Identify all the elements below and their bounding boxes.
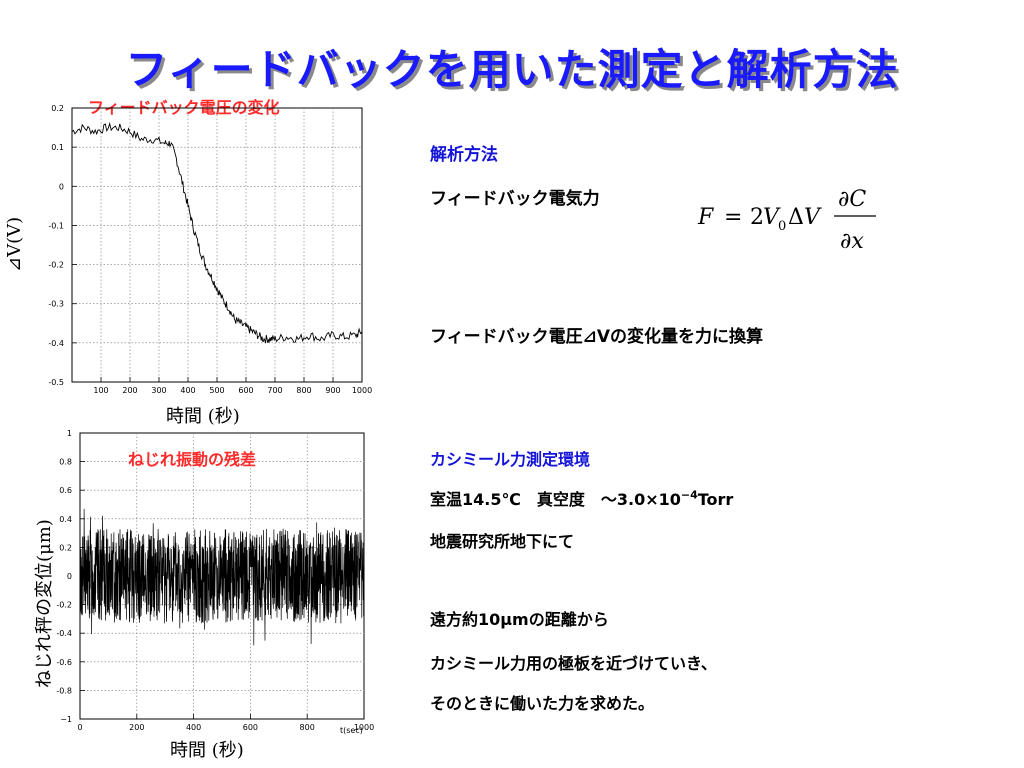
formula-V: V xyxy=(763,205,781,230)
method-line2: カシミール力用の極板を近づけていき、 xyxy=(430,654,717,673)
env-line2: 地震研究所地下にて xyxy=(430,532,575,551)
chart2-ytick-label: 0.6 xyxy=(59,486,72,495)
chart2-ytick-label: 0.4 xyxy=(59,515,72,524)
chart2-ytick-label: 0.8 xyxy=(59,458,72,467)
feedback-force-label: フィードバック電気力 xyxy=(430,189,600,209)
chart2-ytick-label: 1 xyxy=(67,429,72,438)
chart1-ytick-label: -0.5 xyxy=(48,378,64,387)
env-line1-sup: −4 xyxy=(680,488,698,502)
chart2-title: ねじれ振動の残差 xyxy=(128,450,257,469)
chart1-ytick-label: 0 xyxy=(59,182,64,191)
chart1-ylabel: ⊿V(V) xyxy=(4,216,25,272)
chart1-ytick-label: -0.1 xyxy=(48,221,64,230)
chart1-xtick-label: 100 xyxy=(93,386,108,395)
formula-sub0: 0 xyxy=(778,219,786,234)
formula-eq: = xyxy=(724,205,742,230)
slide-title: フィードバックを用いた測定と解析方法 xyxy=(125,45,899,94)
method-line3: そのときに働いた力を求めた。 xyxy=(430,694,655,713)
chart2-ytick-label: -0.8 xyxy=(56,686,72,695)
formula-F: F xyxy=(697,205,714,230)
formula-delta: Δ xyxy=(788,205,804,230)
formula-coef: 2 xyxy=(750,205,764,230)
formula-dC: ∂C xyxy=(838,187,866,212)
analysis-heading: 解析方法 xyxy=(430,145,498,165)
chart2-ytick-label: -0.4 xyxy=(56,629,72,638)
chart2-ytick-label: 0.2 xyxy=(59,543,72,552)
formula-V2: V xyxy=(804,205,822,230)
chart1-xtick-label: 200 xyxy=(122,386,137,395)
chart1-ytick-label: -0.4 xyxy=(48,339,64,348)
chart2-series-line xyxy=(79,508,365,646)
chart1-xtick-label: 700 xyxy=(267,386,282,395)
env-heading: カシミール力測定環境 xyxy=(430,450,591,469)
chart2-xtick-label: 0 xyxy=(77,723,82,732)
method-line1: 遠方約10μmの距離から xyxy=(430,610,609,629)
chart1-xlabel: 時間 (秒) xyxy=(166,406,240,427)
chart2-ytick-label: −1 xyxy=(60,715,72,724)
chart1-xtick-label: 600 xyxy=(238,386,253,395)
chart2-ytick-label: -0.6 xyxy=(56,658,72,667)
chart1-series-line xyxy=(71,121,363,344)
formula-dx: ∂x xyxy=(840,229,864,254)
env-line1-prefix: 室温14.5℃ 真空度 ～3.0×10 xyxy=(430,490,681,509)
chart1-xtick-label: 300 xyxy=(151,386,166,395)
chart1-ytick-label: -0.2 xyxy=(48,261,64,270)
chart2-x-unit: t(sec) xyxy=(340,726,363,735)
chart1-xtick-label: 800 xyxy=(296,386,311,395)
chart2-xtick-label: 600 xyxy=(243,723,258,732)
chart1-ytick-label: 0.1 xyxy=(51,143,64,152)
chart1-xtick-label: 400 xyxy=(180,386,195,395)
feedback-force-formula: F = 2 V 0 Δ V ∂C ∂x xyxy=(697,187,876,254)
chart2-xtick-label: 200 xyxy=(129,723,144,732)
env-line1-suffix: Torr xyxy=(697,490,734,509)
env-line1: 室温14.5℃ 真空度 ～3.0×10−4Torr xyxy=(430,486,733,510)
chart2-ytick-label: 0 xyxy=(67,572,72,581)
convert-text: フィードバック電圧⊿Vの変化量を力に換算 xyxy=(430,327,764,347)
chart2-xtick-label: 1000 xyxy=(354,723,374,732)
chart2-ylabel: ねじれ秤の変位(μm) xyxy=(34,519,55,688)
chart2-xlabel: 時間 (秒) xyxy=(170,740,244,761)
chart1-xtick-label: 900 xyxy=(325,386,340,395)
chart2-ytick-label: -0.2 xyxy=(56,601,72,610)
chart1-ytick-label: 0.2 xyxy=(51,104,64,113)
chart2-xtick-label: 800 xyxy=(300,723,315,732)
chart1-xtick-label: 500 xyxy=(209,386,224,395)
chart1-ytick-label: -0.3 xyxy=(48,300,64,309)
chart2-xtick-label: 400 xyxy=(186,723,201,732)
chart1-xtick-label: 1000 xyxy=(352,386,372,395)
